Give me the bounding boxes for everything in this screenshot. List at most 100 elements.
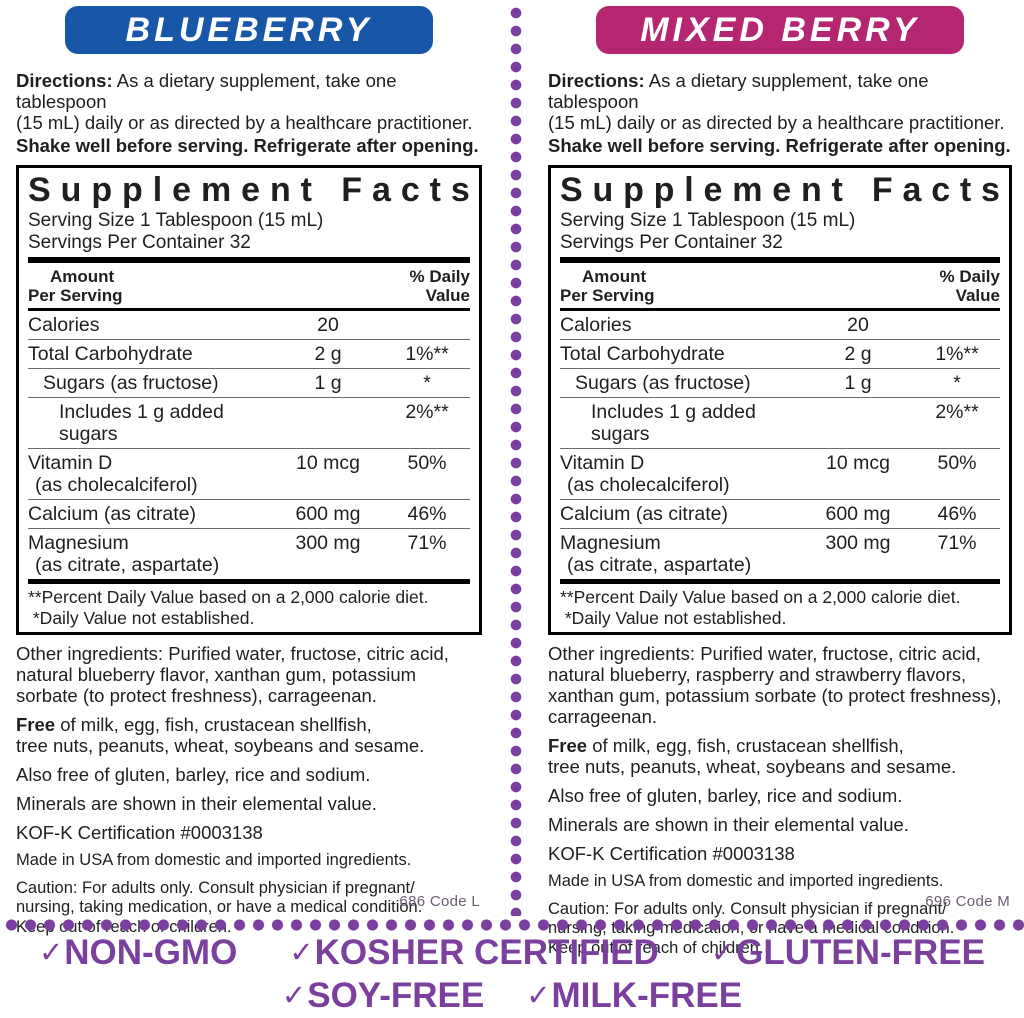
badge-label: MILK-FREE — [551, 976, 743, 1015]
sf-row: Calcium (as citrate) 600 mg 46% — [560, 499, 1000, 528]
nutrient-name: Includes 1 g added sugars — [591, 401, 756, 445]
badge-non-gmo: ✓NON-GMO — [39, 932, 237, 974]
thick-rule — [560, 257, 1000, 263]
badge-label: KOSHER CERTIFIED — [314, 933, 659, 972]
nutrient-name: Magnesium (as citrate, aspartate) — [560, 532, 802, 576]
free-label: Free — [548, 735, 588, 756]
nutrient-amount: 2 g — [844, 343, 872, 365]
servings-per-container: Servings Per Container 32 — [560, 232, 783, 253]
checkmark-icon: ✓ — [526, 980, 551, 1012]
badge-label: NON-GMO — [64, 933, 238, 972]
thick-rule — [28, 579, 470, 584]
nutrient-daily-value — [914, 314, 1000, 336]
other-ingredients: Other ingredients: Purified water, fruct… — [16, 643, 449, 706]
servings-per-container: Servings Per Container 32 — [28, 232, 251, 253]
kosher-certification: KOF-K Certification #0003138 — [548, 843, 795, 864]
amount-per-serving-header: Amount Per Serving — [28, 267, 123, 305]
nutrient-daily-value: 46% — [937, 503, 977, 525]
panel-blueberry: BLUEBERRY Directions: As a dietary suppl… — [0, 0, 512, 936]
nutrient-daily-value: 46% — [407, 503, 447, 525]
other-ingredients: Other ingredients: Purified water, fruct… — [548, 643, 1002, 727]
nutrient-amount: 600 mg — [825, 503, 891, 525]
free-text: of milk, egg, fish, crustacean shellfish… — [548, 735, 957, 777]
nutrient-amount: 10 mcg — [296, 452, 360, 474]
sf-row: Magnesium (as citrate, aspartate) 300 mg 71… — [28, 528, 470, 579]
nutrient-name: Includes 1 g added sugars — [59, 401, 224, 445]
nutrient-name: Magnesium (as citrate, aspartate) — [28, 532, 272, 576]
nutrient-name: Sugars (as fructose) — [575, 372, 751, 394]
nutrient-form: (as citrate, aspartate) — [567, 554, 752, 576]
nutrient-name: Calories — [28, 314, 100, 336]
facts-footnotes: **Percent Daily Value based on a 2,000 c… — [28, 587, 429, 628]
allergen-free-statement: Free of milk, egg, fish, crustacean shel… — [16, 714, 482, 756]
badge-soy-free: ✓SOY-FREE — [282, 975, 484, 1017]
facts-column-headers: Amount Per Serving % Daily Value — [560, 263, 1000, 311]
certification-row-2: ✓SOY-FREE ✓MILK-FREE — [0, 975, 1024, 1017]
certification-footer: ✓NON-GMO ✓KOSHER CERTIFIED ✓GLUTEN-FREE … — [0, 932, 1024, 1017]
directions: Directions: As a dietary supplement, tak… — [16, 70, 482, 133]
sf-row: Sugars (as fructose) 1 g * — [28, 368, 470, 397]
nutrient-daily-value — [384, 314, 470, 336]
nutrient-form: (as citrate, aspartate) — [35, 554, 220, 576]
badge-kosher-certified: ✓KOSHER CERTIFIED — [289, 932, 659, 974]
kosher-certification: KOF-K Certification #0003138 — [16, 822, 263, 843]
directions-text: As a dietary supplement, take one tables… — [16, 70, 473, 133]
certification-row-1: ✓NON-GMO ✓KOSHER CERTIFIED ✓GLUTEN-FREE — [0, 932, 1024, 974]
sf-row: Vitamin D (as cholecalciferol) 10 mcg 50% — [28, 448, 470, 499]
badge-gluten-free: ✓GLUTEN-FREE — [711, 932, 985, 974]
product-code: 696 Code M — [925, 893, 1010, 910]
nutrient-daily-value: 2%** — [935, 401, 979, 423]
checkmark-icon: ✓ — [710, 937, 736, 969]
nutrient-daily-value: 1%** — [935, 343, 979, 365]
nutrient-name: Total Carbohydrate — [28, 343, 193, 365]
nutrient-name: Calcium (as citrate) — [28, 503, 196, 525]
facts-footnotes: **Percent Daily Value based on a 2,000 c… — [560, 587, 961, 628]
directions-text: As a dietary supplement, take one tables… — [548, 70, 1005, 133]
nutrient-name: Vitamin D (as cholecalciferol) — [560, 452, 802, 496]
sf-row: Magnesium (as citrate, aspartate) 300 mg 71… — [560, 528, 1000, 579]
thick-rule — [28, 257, 470, 263]
nutrient-daily-value: 71% — [937, 532, 977, 554]
badge-label: GLUTEN-FREE — [736, 933, 986, 972]
also-free-statement: Also free of gluten, barley, rice and so… — [16, 764, 371, 785]
shake-instruction: Shake well before serving. Refrigerate a… — [548, 135, 1011, 156]
checkmark-icon: ✓ — [38, 937, 64, 969]
nutrient-amount: 1 g — [314, 372, 342, 394]
flavor-badge-blueberry: BLUEBERRY — [65, 6, 433, 54]
nutrient-name: Calcium (as citrate) — [560, 503, 728, 525]
minerals-note: Minerals are shown in their elemental va… — [548, 814, 909, 835]
horizontal-dotted-divider — [0, 918, 1024, 932]
made-in-statement: Made in USA from domestic and imported i… — [548, 872, 944, 890]
nutrient-daily-value: 50% — [937, 452, 977, 474]
nutrient-name: Calories — [560, 314, 632, 336]
nutrient-name: Sugars (as fructose) — [43, 372, 219, 394]
nutrient-form: (as cholecalciferol) — [35, 474, 198, 496]
directions: Directions: As a dietary supplement, tak… — [548, 70, 1012, 133]
checkmark-icon: ✓ — [281, 980, 307, 1012]
nutrient-daily-value: 71% — [407, 532, 447, 554]
vertical-dotted-divider — [510, 4, 522, 916]
also-free-statement: Also free of gluten, barley, rice and so… — [548, 785, 903, 806]
sf-row: Total Carbohydrate 2 g 1%** — [28, 339, 470, 368]
nutrient-amount — [802, 401, 914, 445]
checkmark-icon: ✓ — [289, 937, 314, 969]
free-label: Free — [16, 714, 56, 735]
sf-row: Sugars (as fructose) 1 g * — [560, 368, 1000, 397]
serving-size: Serving Size 1 Tablespoon (15 mL) — [560, 210, 856, 231]
nutrient-daily-value: 2%** — [405, 401, 449, 423]
nutrient-rows: Calories 20 Total Carbohydrate 2 g 1%** Sugar… — [28, 311, 470, 579]
nutrient-amount: 2 g — [314, 343, 342, 365]
nutrient-daily-value: * — [953, 372, 961, 394]
daily-value-header: % Daily Value — [939, 267, 1000, 305]
nutrient-name: Total Carbohydrate — [560, 343, 725, 365]
sf-row: Calories 20 — [560, 311, 1000, 339]
nutrient-amount — [272, 401, 384, 445]
nutrient-amount: 20 — [847, 314, 869, 336]
badge-label: SOY-FREE — [307, 976, 485, 1015]
daily-value-header: % Daily Value — [409, 267, 470, 305]
sf-row: Vitamin D (as cholecalciferol) 10 mcg 50% — [560, 448, 1000, 499]
sf-row: Calcium (as citrate) 600 mg 46% — [28, 499, 470, 528]
